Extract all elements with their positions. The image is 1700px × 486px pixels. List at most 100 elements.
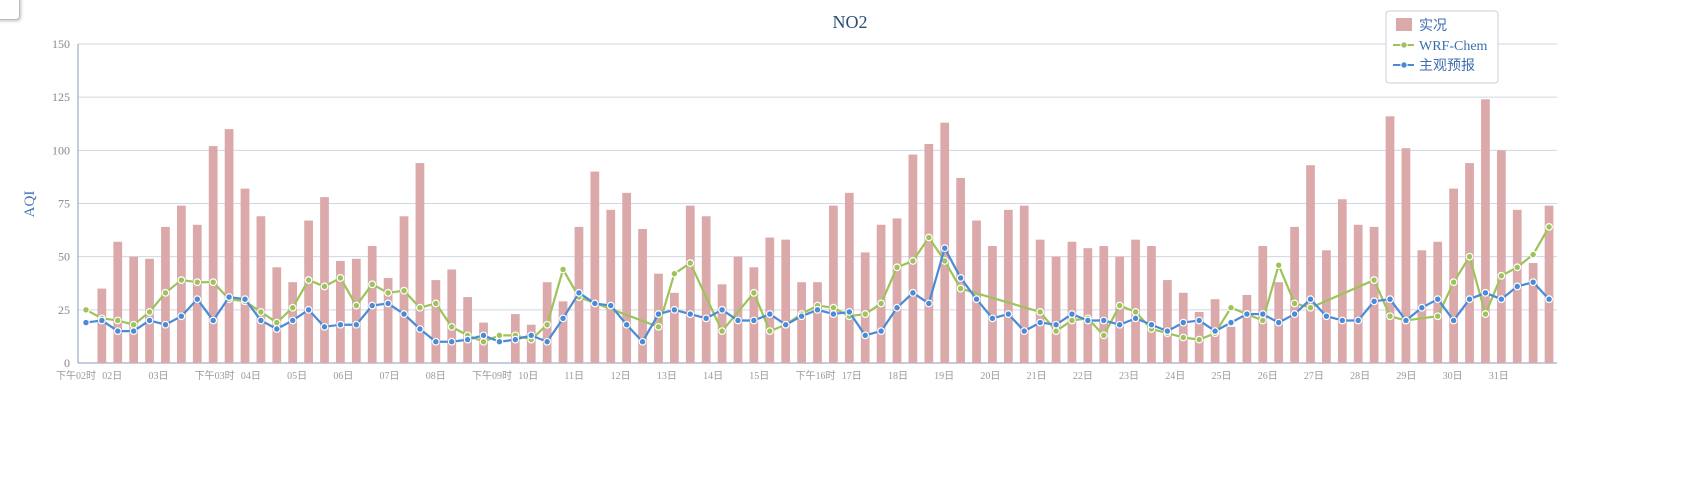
- legend-label-subjective: 主观预报: [1419, 58, 1475, 74]
- subjective-forecast-point: [320, 322, 329, 331]
- wrf-chem-point: [1195, 335, 1204, 344]
- subjective-forecast-point: [1354, 316, 1363, 325]
- bar: [781, 239, 791, 363]
- bar: [224, 129, 234, 363]
- x-tick-label: 04日: [241, 371, 261, 382]
- wrf-chem-point: [304, 276, 313, 284]
- bar: [1353, 224, 1363, 363]
- subjective-forecast-point: [606, 301, 615, 310]
- x-tick-label: 29日: [1396, 371, 1416, 382]
- subjective-forecast-point: [193, 295, 202, 304]
- bar: [1544, 205, 1554, 363]
- subjective-forecast-point: [1242, 310, 1251, 318]
- bar: [336, 260, 345, 363]
- subjective-forecast-point: [1163, 327, 1172, 336]
- bar: [176, 205, 186, 363]
- y-tick-label: 125: [52, 90, 70, 104]
- subjective-forecast-point: [1322, 312, 1331, 321]
- wrf-chem-point: [352, 301, 361, 310]
- subjective-forecast-point: [1545, 295, 1553, 304]
- bar: [272, 267, 282, 363]
- bar: [351, 258, 361, 363]
- chart-title: NO2: [833, 12, 868, 32]
- bar: [606, 209, 616, 363]
- subjective-forecast-point: [590, 299, 599, 308]
- subjective-forecast-point: [241, 295, 249, 304]
- corner-checkbox[interactable]: [0, 0, 20, 20]
- bar: [1290, 226, 1299, 363]
- bar: [129, 256, 139, 363]
- bar: [1528, 263, 1538, 363]
- legend-marker-wrf: [1400, 41, 1408, 49]
- bar: [208, 146, 218, 363]
- subjective-forecast-point: [1131, 314, 1140, 323]
- wrf-chem-point: [1068, 316, 1076, 325]
- x-tick-label: 26日: [1258, 371, 1278, 382]
- bar: [1258, 246, 1268, 363]
- bar: [558, 301, 568, 363]
- bar: [1322, 250, 1331, 363]
- subjective-forecast-point: [1433, 295, 1442, 304]
- x-tick-label: 17日: [842, 371, 862, 382]
- y-tick-label: 75: [58, 197, 70, 211]
- x-tick-label: 24日: [1165, 371, 1185, 382]
- x-tick-labels: 下午02时 02日 03日 下午03时 04日 05日 06日 07日 08日 下午09时 10日 1…: [56, 369, 1509, 382]
- subjective-forecast-point: [940, 244, 949, 253]
- wrf-chem-point: [320, 282, 329, 291]
- wrf-chem-point: [145, 308, 154, 316]
- wrf-chem-point: [670, 269, 679, 278]
- x-tick-label: 27日: [1304, 371, 1324, 382]
- subjective-forecast-point: [1083, 316, 1092, 325]
- wrf-chem-point: [718, 327, 726, 336]
- wrf-chem-point: [1179, 333, 1188, 342]
- x-tick-label: 19日: [934, 371, 954, 382]
- subjective-forecast-point: [670, 305, 679, 314]
- x-tick-label: 07日: [380, 371, 400, 382]
- wrf-chem-point: [749, 288, 758, 297]
- x-tick-label: 12日: [611, 371, 631, 382]
- bar: [1083, 248, 1093, 363]
- wrf-chem-point: [877, 299, 886, 308]
- wrf-chem-point: [1465, 252, 1474, 261]
- wrf-chem-point: [956, 284, 965, 293]
- subjective-forecast-point: [352, 320, 361, 329]
- subjective-forecast-point: [225, 293, 233, 301]
- x-tick-label: 10日: [518, 371, 538, 382]
- x-tick-label: 05日: [287, 371, 307, 382]
- subjective-forecast-point: [638, 337, 647, 346]
- x-tick-label: 11日: [564, 371, 584, 382]
- wrf-chem-point: [1433, 312, 1442, 321]
- y-tick-labels: 0 25 50 75 100 125 150: [52, 37, 70, 370]
- y-tick-label: 50: [58, 250, 70, 264]
- bar: [765, 237, 775, 363]
- bar: [972, 220, 981, 363]
- bar: [940, 122, 950, 363]
- wrf-chem-point: [479, 337, 488, 346]
- bar: [415, 163, 425, 363]
- wrf-chem-point: [1386, 312, 1394, 321]
- legend[interactable]: 实况 WRF-Chem 主观预报: [1385, 10, 1499, 84]
- bar: [797, 282, 806, 363]
- bar: [447, 269, 457, 363]
- bar: [1131, 239, 1140, 363]
- subjective-forecast-point: [813, 305, 822, 314]
- bar: [860, 252, 870, 363]
- bar: [924, 143, 934, 363]
- bar: [1401, 148, 1411, 363]
- bar: [622, 192, 632, 363]
- bar: [829, 205, 838, 363]
- subjective-forecast-point: [1195, 316, 1204, 325]
- wrf-chem-point: [82, 305, 90, 314]
- x-tick-label: 08日: [426, 371, 446, 382]
- bar: [1465, 163, 1474, 363]
- wrf-chem-point: [1529, 250, 1538, 259]
- y-axis-label: AQI: [22, 191, 38, 218]
- x-tick-label: 下午09时: [472, 369, 512, 382]
- bar: [1067, 241, 1077, 363]
- wrf-chem-point: [416, 303, 424, 312]
- subjective-forecast-point: [431, 337, 440, 346]
- x-tick-label: 下午03时: [195, 369, 235, 382]
- wrf-chem-point: [924, 233, 933, 242]
- subjective-forecast-point: [1211, 327, 1219, 336]
- subjective-forecast-point: [781, 320, 790, 329]
